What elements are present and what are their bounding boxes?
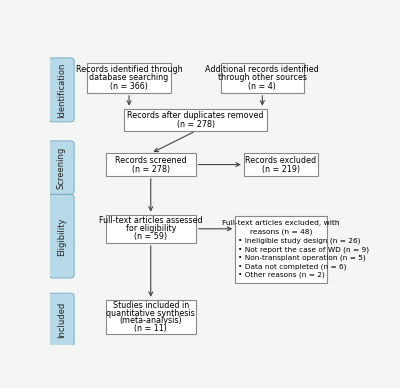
Text: (n = 366): (n = 366)	[110, 82, 148, 91]
Bar	[106, 215, 196, 243]
Text: (n = 278): (n = 278)	[177, 120, 215, 129]
Bar	[235, 216, 327, 283]
Text: database searching: database searching	[90, 73, 169, 82]
Text: Records identified through: Records identified through	[76, 65, 182, 74]
Text: Screening: Screening	[57, 146, 66, 189]
Text: Identification: Identification	[57, 62, 66, 118]
Text: (n = 278): (n = 278)	[132, 165, 170, 173]
Text: Studies included in: Studies included in	[113, 301, 189, 310]
Bar	[124, 109, 267, 131]
Bar	[106, 153, 196, 176]
Text: (n = 59): (n = 59)	[134, 232, 167, 241]
Text: Eligibility: Eligibility	[57, 217, 66, 256]
FancyBboxPatch shape	[49, 141, 74, 194]
Text: (n = 11): (n = 11)	[134, 324, 167, 333]
Text: Full-text articles assessed: Full-text articles assessed	[99, 216, 202, 225]
FancyBboxPatch shape	[49, 195, 74, 278]
Text: • Other reasons (n = 2): • Other reasons (n = 2)	[238, 272, 325, 279]
FancyBboxPatch shape	[49, 293, 74, 346]
Text: Full-text articles excluded, with: Full-text articles excluded, with	[222, 220, 340, 227]
Bar	[106, 300, 196, 334]
Text: • Non-transplant operation (n = 5): • Non-transplant operation (n = 5)	[238, 255, 366, 261]
Text: quantitative synthesis: quantitative synthesis	[106, 308, 195, 318]
Text: • Ineligible study design (n = 26): • Ineligible study design (n = 26)	[238, 237, 361, 244]
FancyBboxPatch shape	[49, 58, 74, 122]
Bar	[87, 63, 171, 93]
Text: • Data not completed (n = 6): • Data not completed (n = 6)	[238, 263, 347, 270]
Bar	[244, 153, 318, 176]
Text: Additional records identified: Additional records identified	[206, 65, 319, 74]
Bar	[220, 63, 304, 93]
Text: Records after duplicates removed: Records after duplicates removed	[128, 111, 264, 120]
Text: for eligibility: for eligibility	[126, 224, 176, 233]
Text: (n = 219): (n = 219)	[262, 165, 300, 173]
Text: Records screened: Records screened	[115, 156, 186, 165]
Text: (n = 4): (n = 4)	[248, 82, 276, 91]
Text: Records excluded: Records excluded	[245, 156, 316, 165]
Text: through other sources: through other sources	[218, 73, 307, 82]
Text: (meta-analysis): (meta-analysis)	[120, 316, 182, 325]
Text: • Not report the case of WD (n = 9): • Not report the case of WD (n = 9)	[238, 246, 370, 253]
Text: reasons (n = 48): reasons (n = 48)	[250, 229, 312, 235]
Text: Included: Included	[57, 302, 66, 338]
